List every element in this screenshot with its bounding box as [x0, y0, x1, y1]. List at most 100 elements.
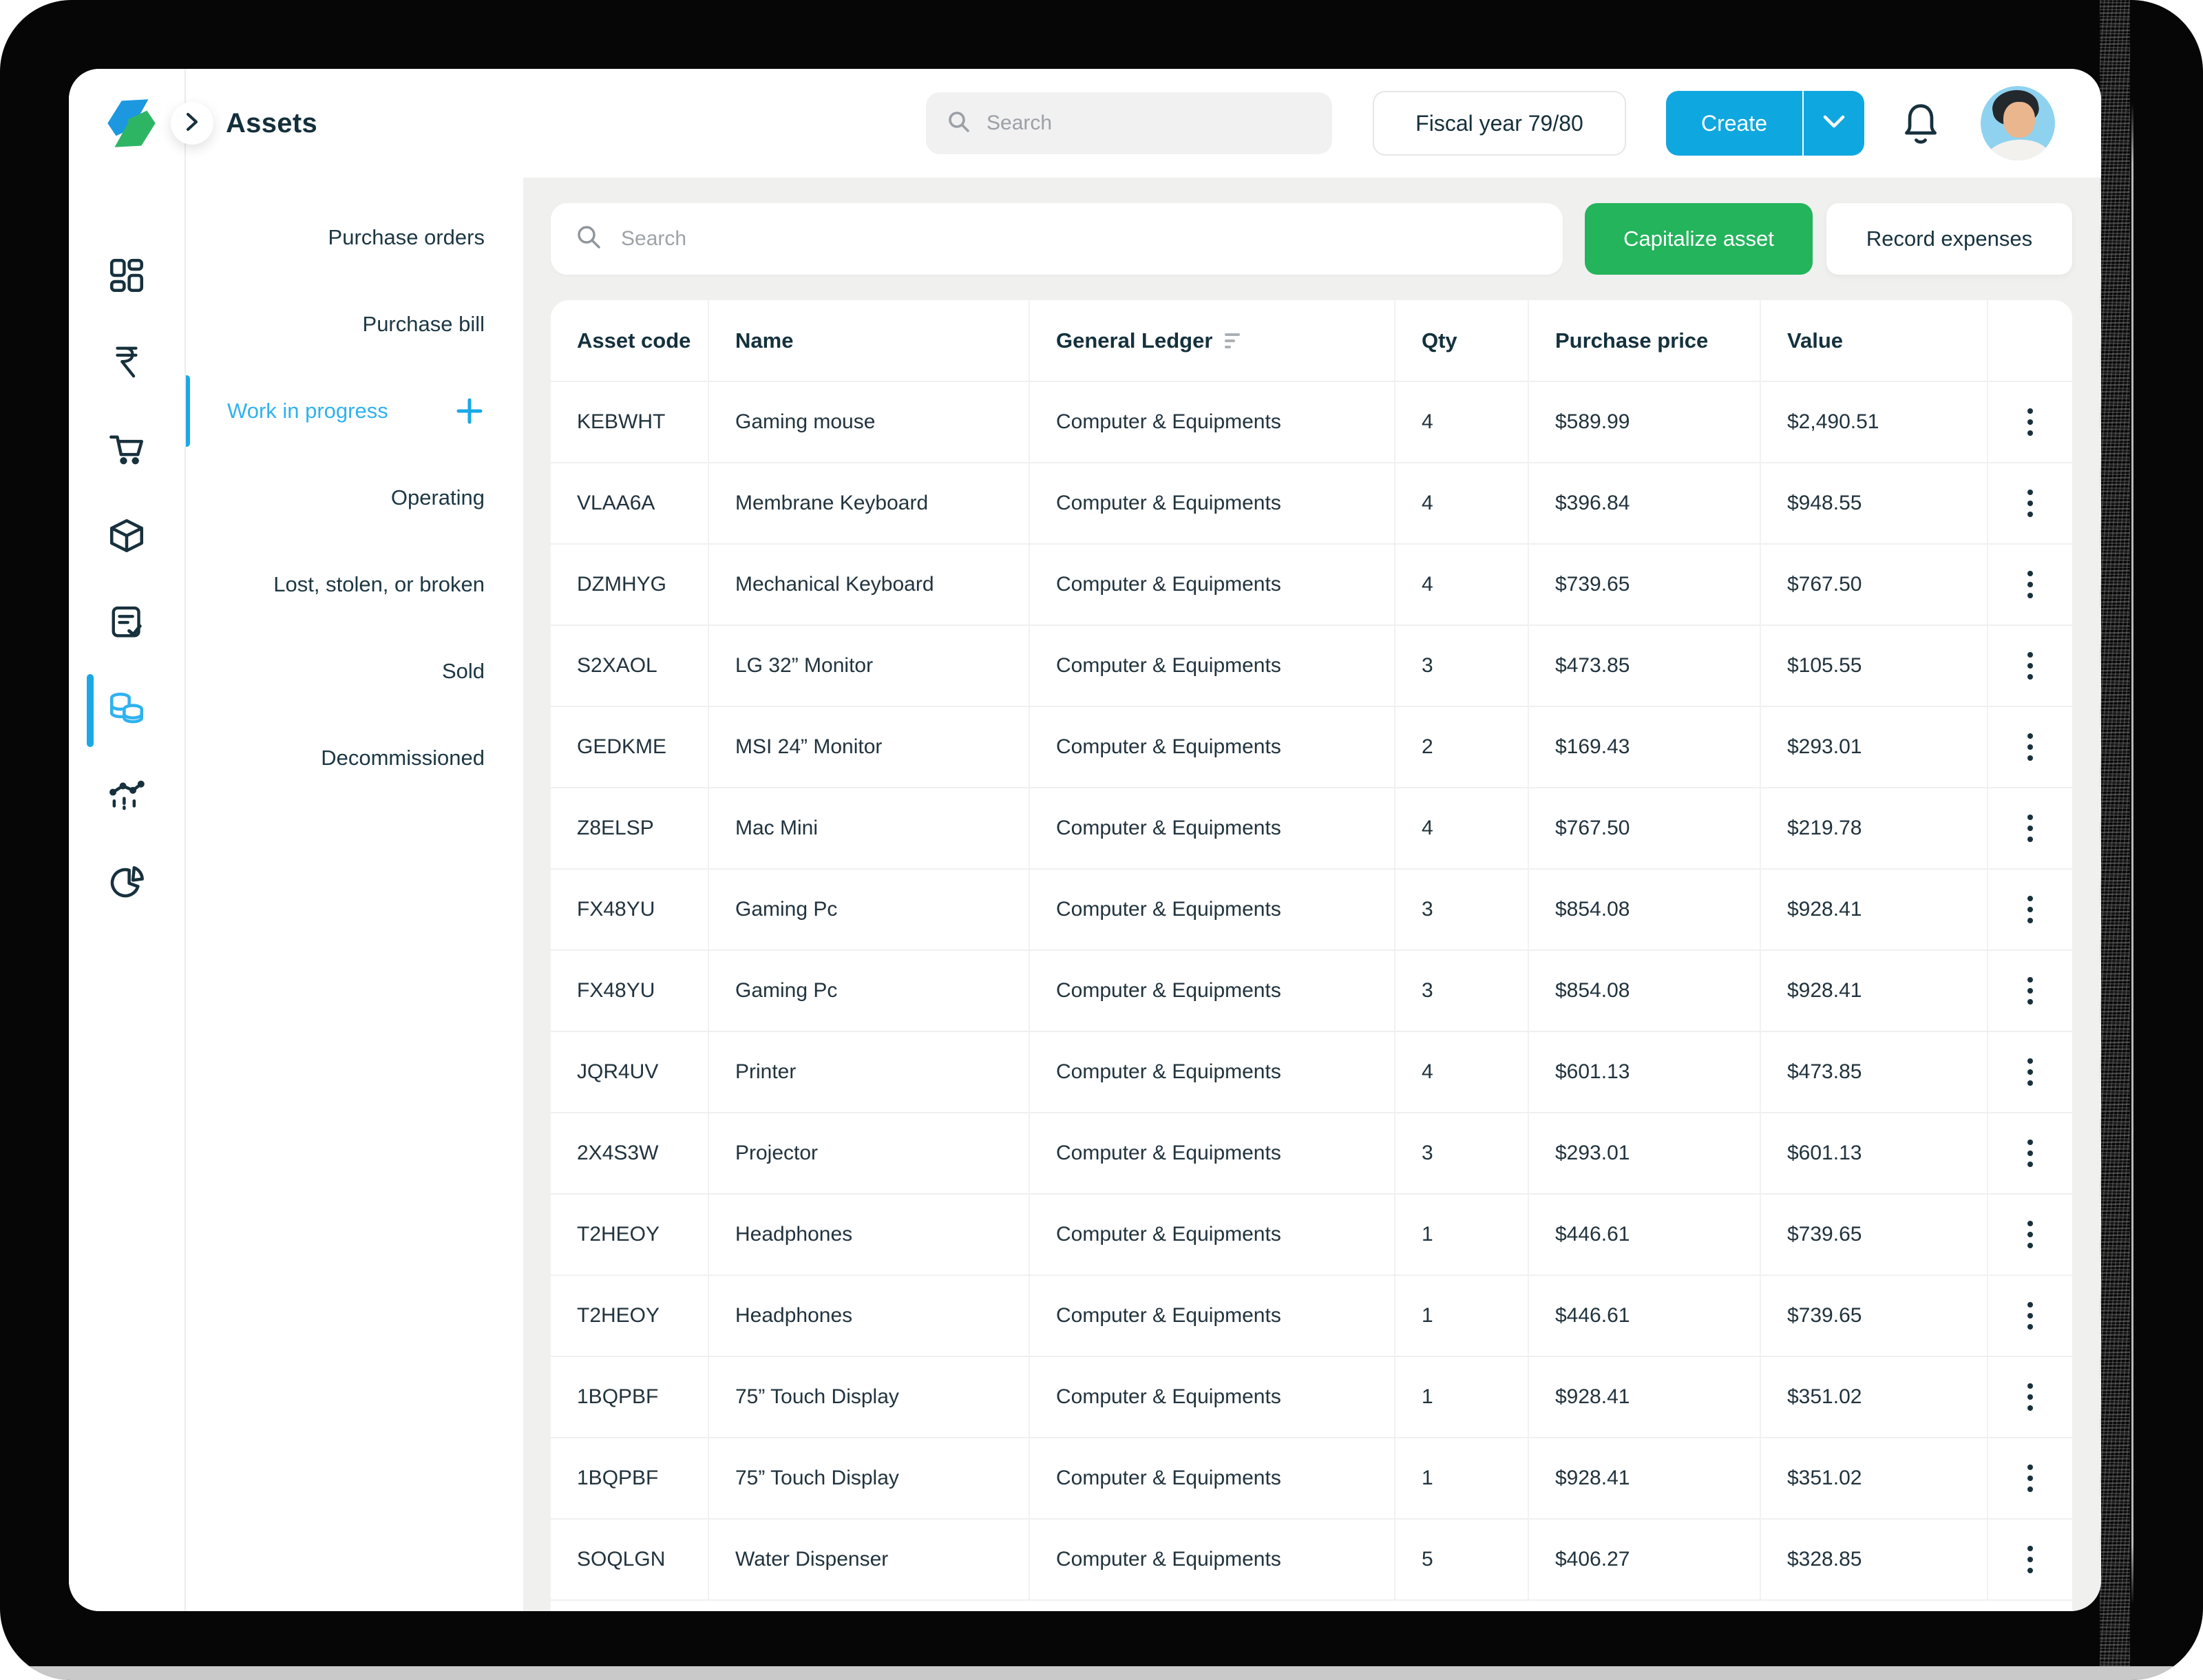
page-title: Assets	[226, 107, 317, 138]
cell-general-ledger: Computer & Equipments	[1030, 788, 1395, 868]
row-menu-button[interactable]	[2021, 645, 2040, 686]
cell-name: Gaming Pc	[709, 951, 1030, 1031]
row-menu-button[interactable]	[2021, 1376, 2040, 1418]
cell-asset-code: FX48YU	[551, 870, 709, 949]
sidebar-item-lost-stolen-or-broken[interactable]: Lost, stolen, or broken	[186, 541, 523, 628]
cell-purchase-price: $446.61	[1529, 1195, 1761, 1274]
row-menu-button[interactable]	[2021, 401, 2040, 443]
rail-item-cart[interactable]	[69, 407, 185, 494]
cell-qty: 4	[1395, 382, 1529, 462]
sidebar-item-sold[interactable]: Sold	[186, 628, 523, 715]
table-row[interactable]: 2X4S3W Projector Computer & Equipments 3 $29…	[551, 1112, 2072, 1193]
cell-value: $739.65	[1761, 1276, 1988, 1356]
row-menu-button[interactable]	[2021, 1458, 2040, 1499]
sidebar-item-purchase-orders[interactable]: Purchase orders	[186, 194, 523, 281]
record-expenses-button[interactable]: Record expenses	[1826, 203, 2072, 275]
global-search-input[interactable]	[987, 112, 1332, 135]
table-row[interactable]: DZMHYG Mechanical Keyboard Computer & Equi…	[551, 543, 2072, 624]
row-menu-button[interactable]	[2021, 1214, 2040, 1255]
cell-purchase-price: $601.13	[1529, 1032, 1761, 1112]
cell-general-ledger: Computer & Equipments	[1030, 1113, 1395, 1193]
cell-asset-code: JQR4UV	[551, 1032, 709, 1112]
rail-item-pie-chart[interactable]	[69, 841, 185, 927]
capitalize-asset-button[interactable]: Capitalize asset	[1585, 203, 1813, 275]
cell-asset-code: DZMHYG	[551, 545, 709, 624]
table-row[interactable]: JQR4UV Printer Computer & Equipments 4 $601.…	[551, 1031, 2072, 1112]
table-row[interactable]: VLAA6A Membrane Keyboard Computer & Equipm…	[551, 462, 2072, 543]
cell-name: Mechanical Keyboard	[709, 545, 1030, 624]
table-row[interactable]: 1BQPBF 75” Touch Display Computer & Equipm…	[551, 1356, 2072, 1437]
cell-value: $473.85	[1761, 1032, 1988, 1112]
cell-actions	[1988, 463, 2072, 543]
cell-asset-code: SOQLGN	[551, 1520, 709, 1599]
add-asset-button[interactable]	[454, 396, 485, 426]
asset-search-input[interactable]	[621, 227, 1563, 251]
table-row[interactable]: GEDKME MSI 24” Monitor Computer & Equipmen…	[551, 706, 2072, 787]
rail-item-invoice[interactable]	[69, 580, 185, 667]
row-menu-button[interactable]	[2021, 564, 2040, 605]
cell-value: $601.13	[1761, 1113, 1988, 1193]
table-row[interactable]: T2HEOY Headphones Computer & Equipments 1 $4…	[551, 1193, 2072, 1274]
table-row[interactable]: S2XAOL LG 32” Monitor Computer & Equipment…	[551, 624, 2072, 706]
main-panel: Capitalize asset Record expenses Asset c…	[523, 178, 2101, 1611]
sidebar-item-decommissioned[interactable]: Decommissioned	[186, 715, 523, 801]
cell-value: $351.02	[1761, 1438, 1988, 1518]
row-menu-button[interactable]	[2021, 889, 2040, 930]
row-menu-button[interactable]	[2021, 1133, 2040, 1174]
sidebar-item-purchase-bill[interactable]: Purchase bill	[186, 281, 523, 368]
row-menu-button[interactable]	[2021, 1295, 2040, 1336]
bell-icon	[1900, 99, 1941, 152]
column-header-qty: Qty	[1395, 300, 1529, 381]
cell-general-ledger: Computer & Equipments	[1030, 1520, 1395, 1599]
row-menu-button[interactable]	[2021, 726, 2040, 768]
search-icon	[947, 109, 971, 138]
cell-name: Water Dispenser	[709, 1520, 1030, 1599]
row-menu-button[interactable]	[2021, 808, 2040, 849]
table-row[interactable]: Z8ELSP Mac Mini Computer & Equipments 4 $767…	[551, 787, 2072, 868]
cell-value: $2,490.51	[1761, 382, 1988, 462]
cell-qty: 4	[1395, 463, 1529, 543]
sidebar-collapse-button[interactable]	[171, 102, 213, 145]
column-header-asset-code: Asset code	[551, 300, 709, 381]
cell-value: $928.41	[1761, 951, 1988, 1031]
rail-item-analytics[interactable]	[69, 754, 185, 841]
row-menu-button[interactable]	[2021, 1539, 2040, 1580]
cell-purchase-price: $739.65	[1529, 545, 1761, 624]
avatar-shirt	[1983, 136, 2052, 160]
rail-item-package[interactable]	[69, 494, 185, 580]
create-dropdown-button[interactable]	[1802, 91, 1864, 156]
table-row[interactable]: KEBWHT Gaming mouse Computer & Equipments 4…	[551, 381, 2072, 462]
row-menu-button[interactable]	[2021, 970, 2040, 1011]
chevron-down-icon	[1822, 114, 1846, 133]
avatar-face	[2003, 101, 2035, 138]
sidebar-item-work-in-progress[interactable]: Work in progress	[183, 368, 523, 454]
cell-asset-code: T2HEOY	[551, 1276, 709, 1356]
row-menu-button[interactable]	[2021, 1051, 2040, 1093]
pie-chart-icon	[107, 863, 147, 906]
cell-general-ledger: Computer & Equipments	[1030, 707, 1395, 787]
create-button[interactable]: Create	[1700, 110, 1768, 136]
cell-asset-code: 1BQPBF	[551, 1438, 709, 1518]
filter-icon[interactable]	[1225, 333, 1241, 348]
sidebar-item-operating[interactable]: Operating	[186, 454, 523, 541]
fiscal-year-select[interactable]: Fiscal year 79/80	[1373, 91, 1626, 156]
table-row[interactable]: T2HEOY Headphones Computer & Equipments 1 $4…	[551, 1274, 2072, 1356]
table-row[interactable]: 1BQPBF 75” Touch Display Computer & Equipm…	[551, 1437, 2072, 1518]
rail-item-rupee[interactable]	[69, 320, 185, 407]
cell-asset-code: Z8ELSP	[551, 788, 709, 868]
rail-item-dashboard[interactable]	[69, 233, 185, 320]
cell-name: Gaming mouse	[709, 382, 1030, 462]
row-menu-button[interactable]	[2021, 483, 2040, 524]
table-row[interactable]: FX48YU Gaming Pc Computer & Equipments 3 $85…	[551, 949, 2072, 1031]
cell-asset-code: S2XAOL	[551, 626, 709, 706]
user-avatar[interactable]	[1981, 86, 2055, 160]
table-row[interactable]: SOQLGN Water Dispenser Computer & Equipmen…	[551, 1518, 2072, 1599]
notifications-button[interactable]	[1897, 99, 1944, 151]
column-header-actions	[1988, 300, 2072, 381]
cell-qty: 4	[1395, 788, 1529, 868]
rail-item-assets-coins[interactable]	[69, 667, 185, 754]
cell-general-ledger: Computer & Equipments	[1030, 1276, 1395, 1356]
table-row[interactable]: FX48YU Gaming Pc Computer & Equipments 3 $85…	[551, 868, 2072, 949]
cell-actions	[1988, 951, 2072, 1031]
cell-general-ledger: Computer & Equipments	[1030, 1032, 1395, 1112]
